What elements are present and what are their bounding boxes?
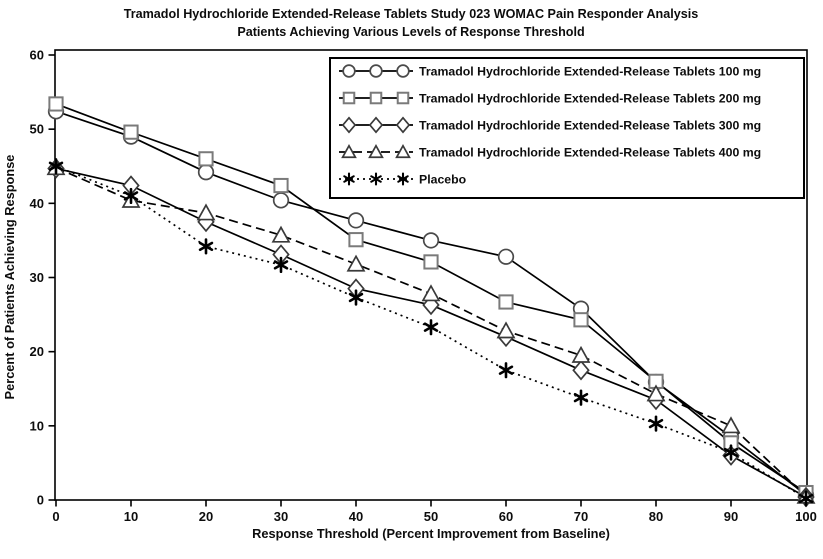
- marker-star-placebo: [798, 490, 814, 507]
- x-tick-label: 0: [52, 509, 59, 524]
- y-tick-label: 40: [30, 196, 44, 211]
- marker-triangle-tramadol-er-400mg: [271, 225, 291, 243]
- marker-star-placebo: [573, 389, 589, 406]
- marker-circle-tramadol-er-100mg: [422, 232, 440, 249]
- marker-star-placebo: [48, 158, 64, 175]
- y-tick-label: 30: [30, 270, 44, 285]
- legend-row-tramadol-er-100mg: Tramadol Hydrochloride Extended-Release …: [339, 64, 761, 79]
- marker-circle-tramadol-er-100mg: [272, 192, 290, 209]
- marker-square-tramadol-er-200mg: [198, 151, 214, 167]
- marker-star-placebo: [273, 256, 289, 273]
- legend-label-tramadol-er-100mg: Tramadol Hydrochloride Extended-Release …: [419, 65, 761, 79]
- diamond-icon: [395, 116, 411, 134]
- y-tick-label: 20: [30, 344, 44, 359]
- circle-icon: [396, 64, 410, 78]
- star-icon: [370, 172, 382, 186]
- triangle-icon: [395, 144, 411, 159]
- marker-square-tramadol-er-200mg: [273, 177, 289, 194]
- marker-triangle-tramadol-er-400mg: [571, 345, 591, 363]
- triangle-icon: [341, 144, 357, 159]
- marker-triangle-tramadol-er-400mg: [496, 321, 516, 339]
- chart-title-line1: Tramadol Hydrochloride Extended-Release …: [124, 7, 699, 21]
- y-tick-label: 60: [30, 48, 44, 63]
- legend-border: [329, 57, 805, 199]
- square-icon: [342, 91, 356, 105]
- marker-star-placebo: [123, 187, 139, 205]
- x-tick-label: 10: [124, 509, 138, 524]
- x-axis-title: Response Threshold (Percent Improvement …: [252, 526, 610, 541]
- marker-square-tramadol-er-200mg: [48, 96, 64, 112]
- marker-square-tramadol-er-200mg: [573, 312, 589, 328]
- y-tick-label: 50: [30, 122, 44, 137]
- legend-label-placebo: Placebo: [419, 173, 467, 187]
- legend-label-tramadol-er-300mg: Tramadol Hydrochloride Extended-Release …: [419, 119, 761, 133]
- x-tick-label: 80: [649, 509, 663, 524]
- x-tick-label: 20: [199, 509, 213, 524]
- x-tick-label: 60: [499, 509, 513, 524]
- marker-star-placebo: [423, 319, 439, 336]
- marker-star-placebo: [648, 415, 664, 432]
- chart-title-line2: Patients Achieving Various Levels of Res…: [237, 25, 584, 39]
- legend-row-tramadol-er-300mg: Tramadol Hydrochloride Extended-Release …: [339, 116, 761, 134]
- legend-row-tramadol-er-400mg: Tramadol Hydrochloride Extended-Release …: [339, 144, 761, 160]
- marker-square-tramadol-er-200mg: [348, 232, 364, 248]
- marker-circle-tramadol-er-100mg: [347, 212, 365, 229]
- marker-star-placebo: [348, 289, 364, 306]
- x-tick-label: 90: [724, 509, 738, 524]
- marker-circle-tramadol-er-100mg: [497, 248, 515, 265]
- marker-triangle-tramadol-er-400mg: [421, 284, 441, 302]
- square-icon: [396, 91, 410, 105]
- legend-label-tramadol-er-400mg: Tramadol Hydrochloride Extended-Release …: [419, 146, 761, 160]
- legend-row-placebo: Placebo: [339, 173, 467, 187]
- x-tick-label: 100: [795, 509, 817, 524]
- legend: Tramadol Hydrochloride Extended-Release …: [329, 57, 805, 199]
- marker-diamond-tramadol-er-300mg: [572, 359, 590, 381]
- marker-triangle-tramadol-er-400mg: [346, 254, 366, 272]
- star-icon: [397, 172, 409, 186]
- y-tick-label: 0: [37, 493, 44, 508]
- x-tick-label: 30: [274, 509, 288, 524]
- marker-star-placebo: [198, 238, 214, 255]
- marker-square-tramadol-er-200mg: [498, 294, 514, 310]
- legend-row-tramadol-er-200mg: Tramadol Hydrochloride Extended-Release …: [339, 92, 761, 106]
- circle-icon: [369, 64, 383, 78]
- y-axis-title: Percent of Patients Achieving Response: [2, 155, 17, 400]
- marker-triangle-tramadol-er-400mg: [646, 384, 666, 402]
- diamond-icon: [341, 116, 357, 134]
- x-tick-label: 70: [574, 509, 588, 524]
- x-tick-label: 50: [424, 509, 438, 524]
- marker-star-placebo: [498, 362, 514, 379]
- marker-circle-tramadol-er-100mg: [197, 164, 215, 181]
- marker-square-tramadol-er-200mg: [123, 124, 139, 140]
- y-tick-label: 10: [30, 418, 44, 433]
- x-tick-label: 40: [349, 509, 363, 524]
- circle-icon: [342, 64, 356, 78]
- diamond-icon: [368, 116, 384, 134]
- square-icon: [369, 91, 383, 105]
- marker-triangle-tramadol-er-400mg: [721, 416, 741, 434]
- marker-square-tramadol-er-200mg: [423, 254, 439, 270]
- plot-area: 0 10 20 30 40 50 60 70 80 90 100 0 10 20 30 40 50 60: [30, 48, 817, 525]
- star-icon: [343, 172, 355, 186]
- triangle-icon: [368, 144, 384, 159]
- marker-triangle-tramadol-er-400mg: [196, 203, 216, 221]
- marker-star-placebo: [723, 444, 739, 461]
- legend-label-tramadol-er-200mg: Tramadol Hydrochloride Extended-Release …: [419, 92, 761, 106]
